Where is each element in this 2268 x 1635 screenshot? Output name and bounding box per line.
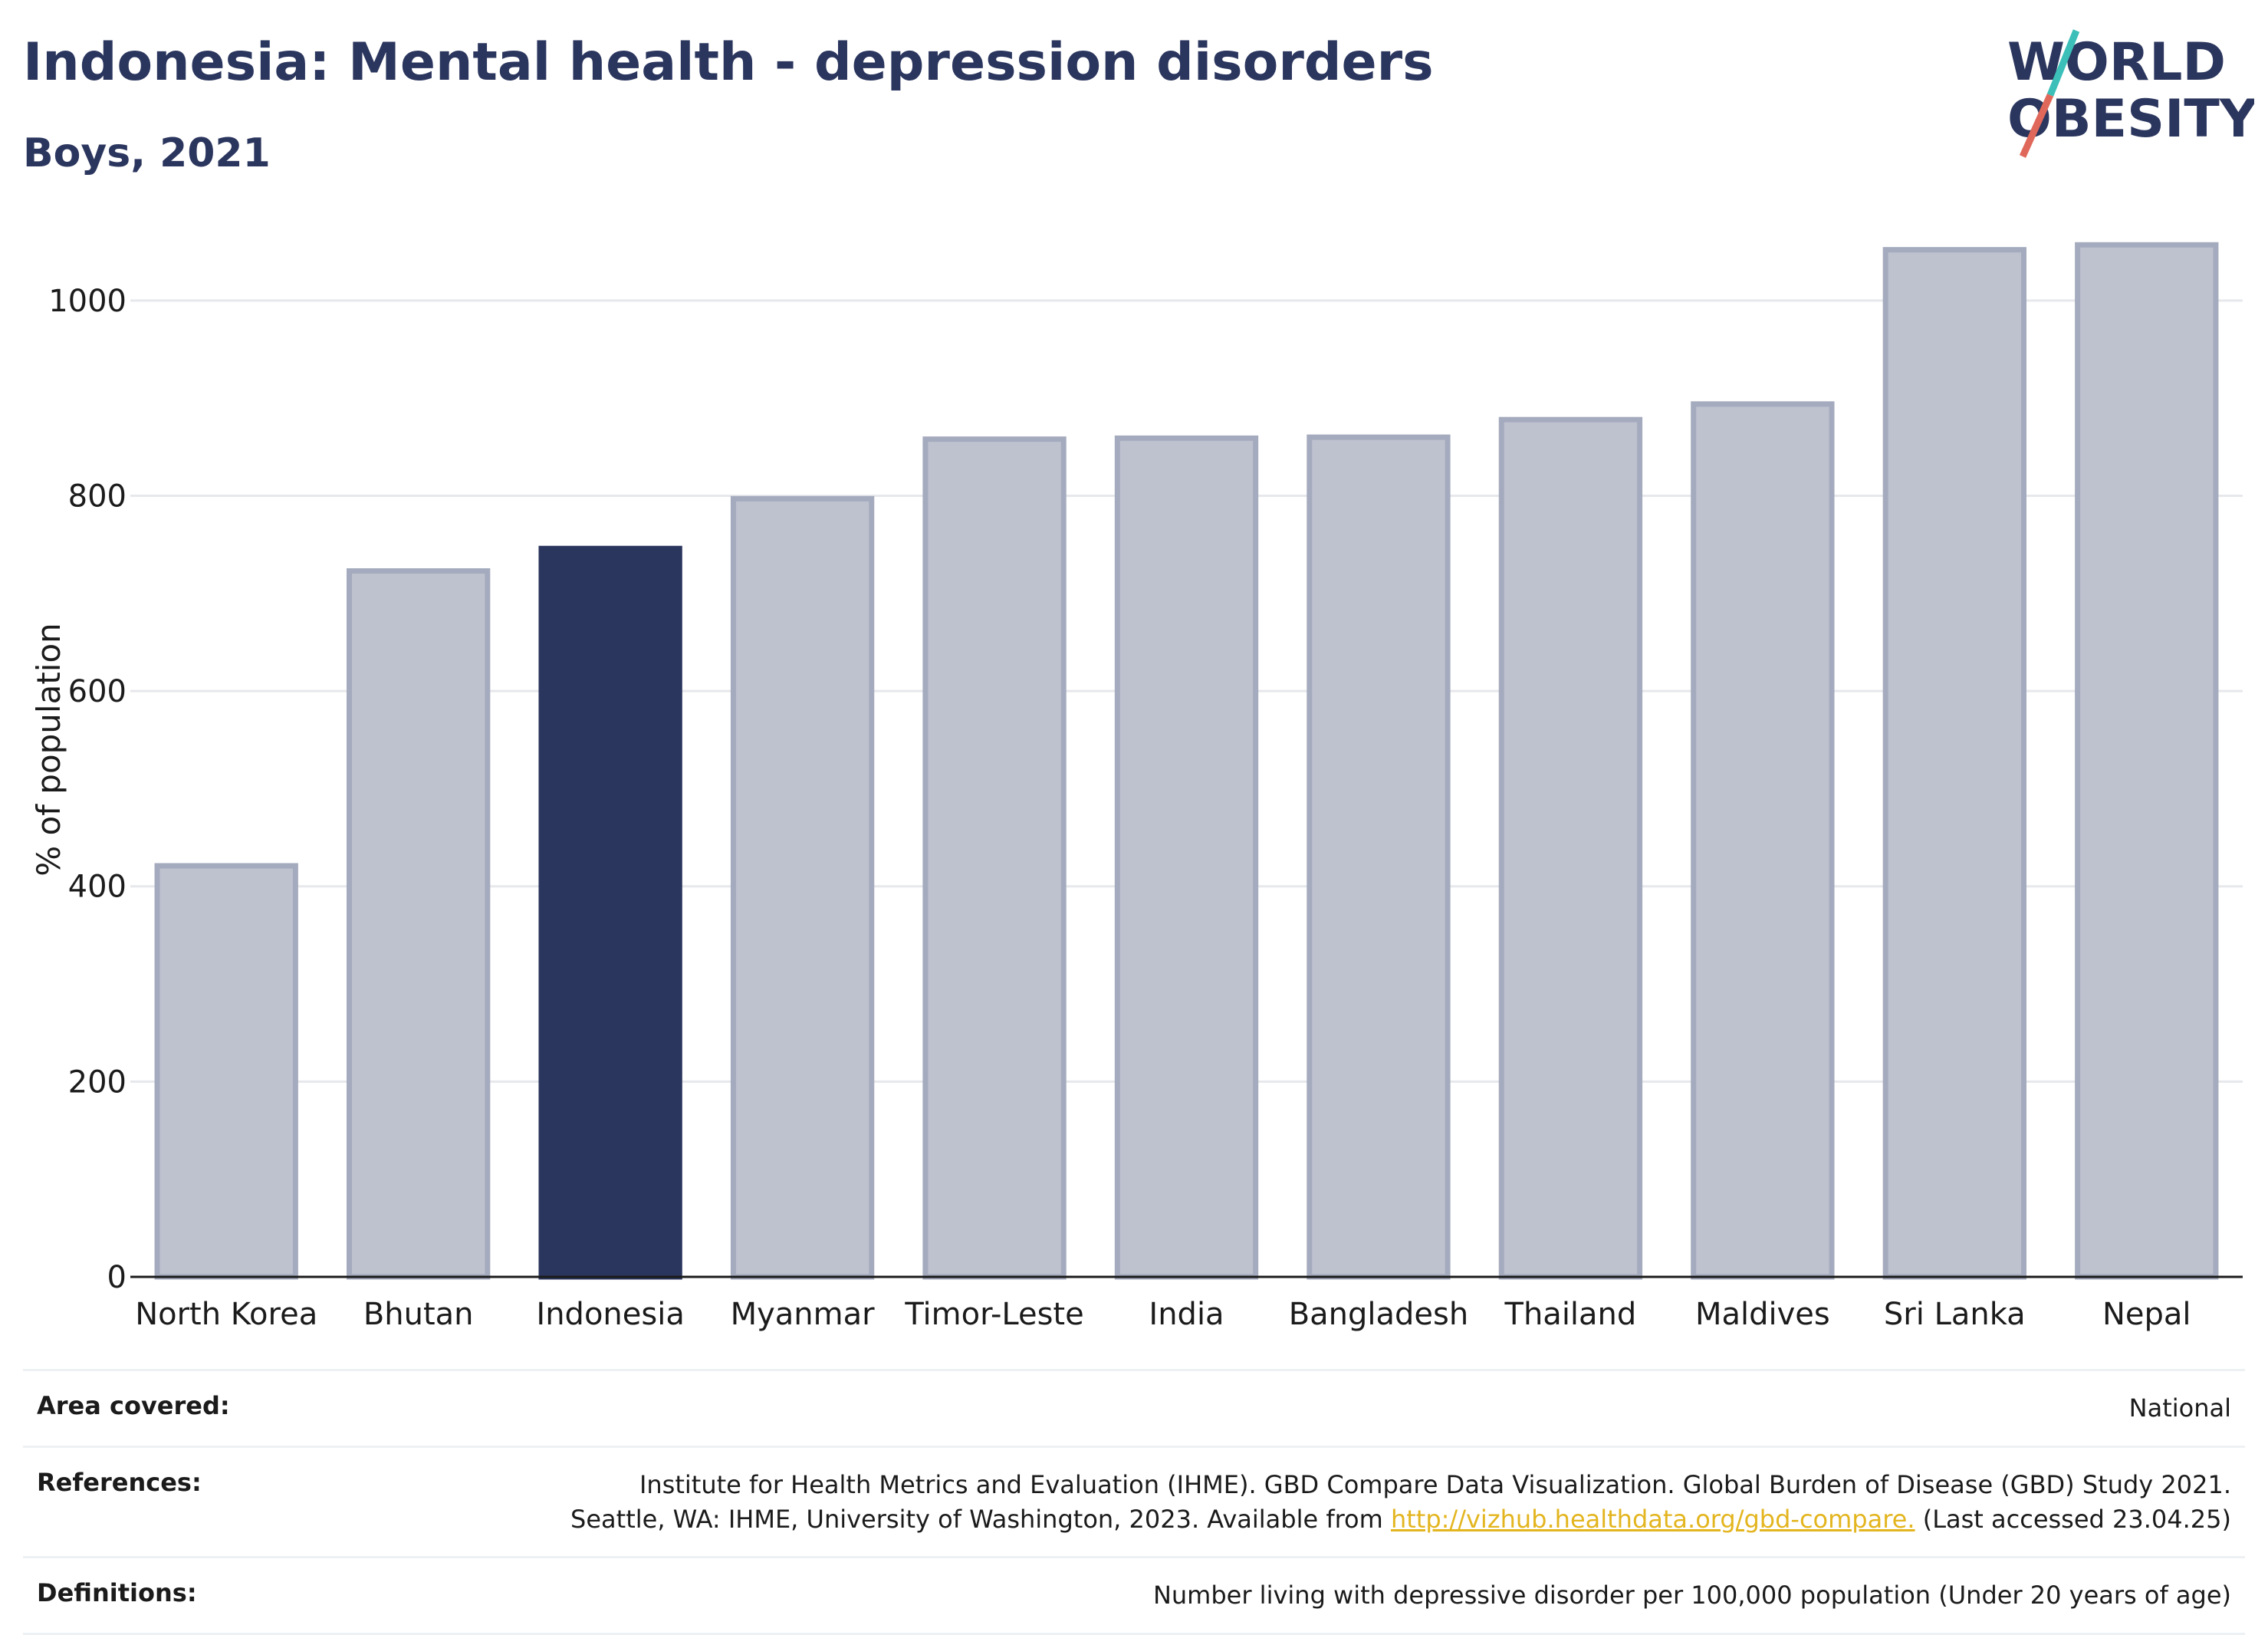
references-value: Institute for Health Metrics and Evaluat… — [570, 1468, 2231, 1537]
y-axis-label: % of population — [30, 623, 67, 877]
logo-slash-teal — [2046, 29, 2080, 97]
x-tick-label: Timor-Leste — [904, 1297, 1083, 1332]
area-label: Area covered: — [37, 1391, 230, 1420]
logo-line2: OBESITY — [2007, 89, 2254, 150]
bar — [1691, 401, 1835, 1280]
x-tick-label: Thailand — [1504, 1297, 1637, 1332]
y-tick-label: 600 — [68, 674, 127, 709]
logo-slash-red — [2019, 94, 2054, 158]
bar — [538, 545, 682, 1280]
bar — [1307, 434, 1451, 1280]
definitions-value: Number living with depressive disorder p… — [1152, 1581, 2231, 1610]
meta-row-definitions: Definitions: Number living with depressi… — [23, 1556, 2245, 1635]
y-tick-label: 400 — [68, 870, 127, 905]
bar — [1114, 435, 1259, 1280]
metadata-table: Area covered: National References: Insti… — [23, 1369, 2245, 1635]
x-tick-label: Bangladesh — [1289, 1297, 1469, 1332]
meta-row-references: References: Institute for Health Metrics… — [23, 1445, 2245, 1557]
bar — [2075, 242, 2219, 1280]
bar — [347, 568, 491, 1280]
definitions-label: Definitions: — [37, 1578, 197, 1608]
bar — [154, 863, 298, 1280]
y-tick-label: 0 — [107, 1260, 127, 1295]
world-obesity-logo: WORLD OBESITY — [1994, 25, 2258, 163]
x-tick-label: North Korea — [135, 1297, 317, 1332]
references-link[interactable]: http://vizhub.healthdata.org/gbd-compare… — [1390, 1504, 1915, 1534]
references-line1: Institute for Health Metrics and Evaluat… — [639, 1469, 2231, 1499]
x-tick-label: Sri Lanka — [1884, 1297, 2026, 1332]
x-tick-label: Maldives — [1695, 1297, 1830, 1332]
x-tick-label: Nepal — [2102, 1297, 2191, 1332]
bar — [730, 495, 875, 1280]
x-tick-label: Bhutan — [363, 1297, 474, 1332]
bar-chart: 0 200 400 600 800 1000 % of population North Ko… — [0, 192, 2268, 1342]
bar — [1498, 416, 1643, 1280]
y-tick-label: 1000 — [48, 284, 127, 319]
references-line2-post: (Last accessed 23.04.25) — [1915, 1504, 2231, 1534]
x-tick-label: India — [1149, 1297, 1224, 1332]
page-title: Indonesia: Mental health - depression di… — [23, 32, 1434, 93]
meta-row-area: Area covered: National — [23, 1369, 2245, 1446]
logo-line1: WORLD — [2007, 32, 2226, 93]
bar — [1882, 247, 2026, 1280]
chart-svg: 0 200 400 600 800 1000 % of population North Ko… — [30, 242, 2243, 1332]
y-tick-label: 200 — [68, 1064, 127, 1100]
references-line2-pre: Seattle, WA: IHME, University of Washing… — [570, 1504, 1391, 1534]
x-tick-label: Myanmar — [731, 1297, 876, 1332]
references-label: References: — [37, 1467, 202, 1497]
y-tick-label: 800 — [68, 479, 127, 514]
page-subtitle: Boys, 2021 — [23, 130, 271, 176]
bar — [922, 436, 1067, 1280]
x-tick-label: Indonesia — [536, 1297, 684, 1332]
area-value: National — [2128, 1393, 2231, 1423]
